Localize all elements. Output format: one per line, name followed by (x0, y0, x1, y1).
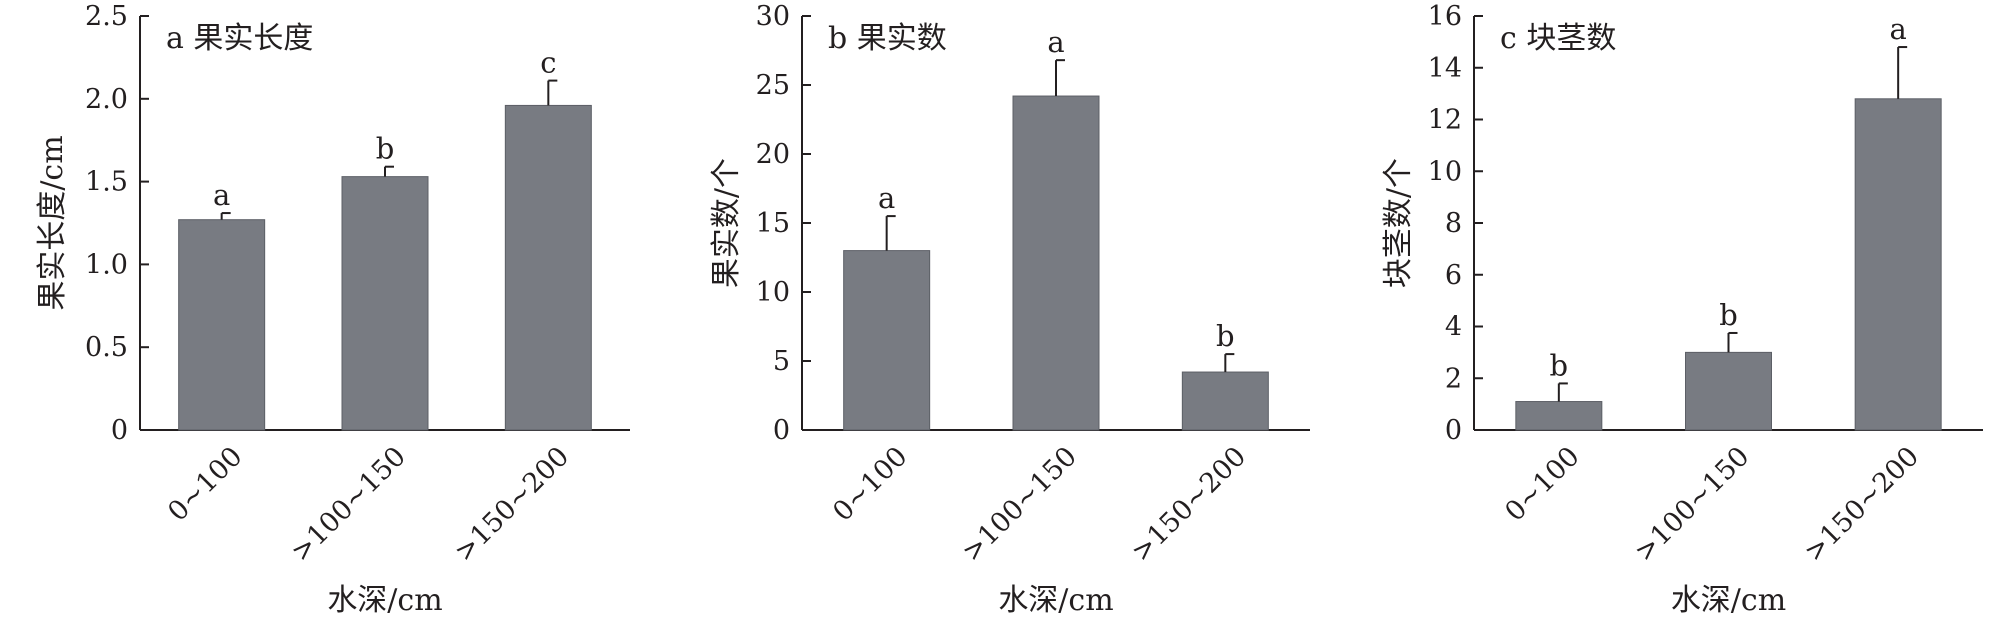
y-tick-label: 0 (773, 415, 790, 446)
significance-label: b (1550, 348, 1569, 382)
x-tick-label: 0~100 (827, 441, 914, 528)
significance-label: a (1047, 25, 1064, 59)
bar (843, 250, 931, 431)
x-tick-label: >100~150 (956, 441, 1083, 568)
x-tick-label: >150~200 (1125, 441, 1252, 568)
significance-label: b (1216, 319, 1235, 353)
y-tick-label: 10 (1428, 156, 1462, 187)
x-tick-label: >150~200 (1798, 441, 1925, 568)
x-axis-title: 水深/cm (1671, 583, 1786, 618)
bar (1181, 371, 1269, 431)
y-axis-title: 块茎数/个 (1381, 158, 1416, 288)
x-axis-title: 水深/cm (998, 583, 1113, 618)
significance-label: c (540, 46, 556, 80)
chart-panel-1: 0 0.5 1.0 1.5 2.0 2.5 a 0~100 b >100~150 c >150~200… (35, 1, 630, 618)
bar (504, 104, 592, 431)
x-tick-label: >150~200 (448, 441, 575, 568)
y-tick-label: 10 (756, 277, 790, 308)
y-tick-label: 2.5 (85, 1, 128, 32)
bar (178, 219, 266, 431)
y-axis-title: 果实数/个 (709, 158, 744, 288)
y-tick-label: 14 (1428, 53, 1462, 84)
chart-panel-3: 0 2 4 6 8 10 12 14 16 b 0~100 b >100~150 a >150~200 c 块… (1381, 1, 1983, 618)
bar (1854, 98, 1942, 431)
bar (341, 176, 429, 431)
y-tick-label: 5 (773, 346, 790, 377)
y-tick-label: 6 (1445, 260, 1462, 291)
chart-panel-2: 0 5 10 15 20 25 30 a 0~100 a >100~150 b >150~200 b 果实… (709, 1, 1310, 618)
y-tick-label: 20 (756, 139, 790, 170)
y-tick-label: 2 (1445, 363, 1462, 394)
y-tick-label: 25 (756, 70, 790, 101)
bar (1685, 351, 1772, 431)
x-tick-label: >100~150 (285, 441, 412, 568)
y-tick-label: 15 (756, 208, 790, 239)
y-tick-label: 8 (1445, 208, 1462, 239)
panel-title: a 果实长度 (166, 21, 313, 56)
y-tick-label: 0 (111, 415, 128, 446)
y-tick-label: 1.0 (85, 249, 128, 280)
y-tick-label: 16 (1428, 1, 1462, 32)
y-tick-label: 30 (756, 1, 790, 32)
y-tick-label: 1.5 (85, 167, 128, 198)
y-tick-label: 12 (1428, 105, 1462, 136)
significance-label: a (1890, 12, 1907, 46)
x-tick-label: 0~100 (1499, 441, 1586, 528)
x-axis-title: 水深/cm (327, 583, 442, 618)
significance-label: b (1719, 298, 1738, 332)
y-axis-title: 果实长度/cm (35, 135, 70, 310)
bar (1012, 95, 1100, 431)
bar (1515, 401, 1603, 431)
y-tick-label: 0 (1445, 415, 1462, 446)
significance-label: b (376, 132, 395, 166)
y-tick-label: 4 (1445, 312, 1462, 343)
x-tick-label: 0~100 (162, 441, 249, 528)
y-tick-label: 0.5 (85, 332, 128, 363)
panel-title: c 块茎数 (1500, 21, 1616, 56)
significance-label: a (213, 178, 230, 212)
x-tick-label: >100~150 (1629, 441, 1756, 568)
significance-label: a (878, 181, 895, 215)
panel-title: b 果实数 (828, 21, 947, 56)
y-tick-label: 2.0 (85, 84, 128, 115)
